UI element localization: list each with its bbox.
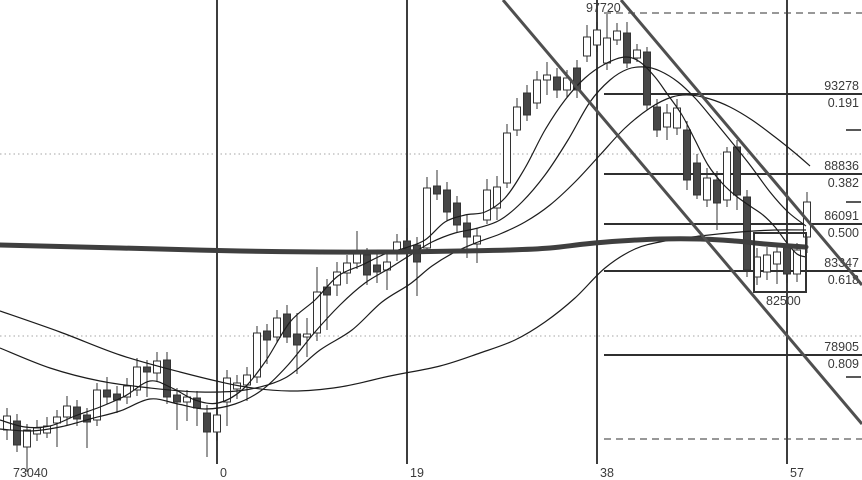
x-axis-label: 57 <box>790 466 804 480</box>
candle-down <box>743 196 751 271</box>
candle-down <box>163 359 171 398</box>
candle-up <box>423 187 431 249</box>
candle-up <box>763 254 771 273</box>
fib-ratio-label: 0.500 <box>828 226 859 240</box>
candle-up <box>273 317 281 338</box>
ma-slow-line <box>0 94 811 393</box>
candle-down <box>443 189 451 213</box>
candle-down <box>363 254 371 276</box>
candle-down <box>433 185 441 195</box>
candle-down <box>733 146 741 196</box>
candle-down <box>713 179 721 204</box>
x-axis-label: 73040 <box>13 466 48 480</box>
candle-down <box>553 76 561 91</box>
range-box <box>753 232 807 293</box>
range-box-price-label: 82500 <box>766 294 801 308</box>
candle-up <box>533 79 541 104</box>
fib-ratio-label: 0.382 <box>828 176 859 190</box>
candle-down <box>403 240 411 250</box>
candle-down <box>643 51 651 106</box>
fib-price-label: 93278 <box>824 79 859 93</box>
candle-down <box>13 420 21 446</box>
fib-ratio-label: 0.809 <box>828 357 859 371</box>
candle-up <box>93 389 101 421</box>
candle-down <box>143 366 151 373</box>
candle-up <box>483 189 491 221</box>
candle-up <box>773 251 781 265</box>
candle-down <box>453 202 461 226</box>
candle-down <box>203 412 211 433</box>
x-axis-label: 0 <box>220 466 227 480</box>
candle-up <box>123 385 131 398</box>
candle-up <box>493 186 501 209</box>
candle-up <box>593 29 601 46</box>
candle-up <box>243 374 251 386</box>
candle-up <box>603 37 611 64</box>
candle-up <box>253 332 261 378</box>
fib-price-label: 86091 <box>824 209 859 223</box>
candle-down <box>73 406 81 420</box>
candle-up <box>23 429 31 448</box>
candle-down <box>173 394 181 403</box>
candle-up <box>133 366 141 391</box>
candle-down <box>693 162 701 196</box>
candle-up <box>563 77 571 91</box>
candle-down <box>683 129 691 181</box>
candle-up <box>313 291 321 334</box>
candle-up <box>583 36 591 57</box>
candle-up <box>633 49 641 59</box>
fib-price-label: 78905 <box>824 340 859 354</box>
candle-up <box>333 271 341 286</box>
candle-up <box>343 262 351 274</box>
candle-up <box>793 249 801 275</box>
candle-down <box>623 32 631 64</box>
candle-down <box>263 330 271 341</box>
candle-up <box>53 416 61 424</box>
candle-down <box>573 67 581 91</box>
candle-down <box>323 286 331 296</box>
candle-down <box>293 333 301 346</box>
x-axis-label: 38 <box>600 466 614 480</box>
candle-down <box>523 92 531 116</box>
candle-up <box>503 132 511 184</box>
fib-ratio-label: 0.191 <box>828 96 859 110</box>
fib-ratio-label: 0.618 <box>828 273 859 287</box>
ma-long-thick-line <box>0 236 809 255</box>
candle-up <box>213 414 221 433</box>
x-axis-label: 19 <box>410 466 424 480</box>
candle-down <box>783 244 791 275</box>
candle-up <box>63 405 71 418</box>
candle-down <box>103 389 111 398</box>
candle-up <box>303 333 311 338</box>
candle-up <box>543 74 551 81</box>
peak-price-label: 97720 <box>586 1 621 15</box>
candle-up <box>183 396 191 403</box>
candle-up <box>703 177 711 201</box>
candle-up <box>663 112 671 128</box>
candle-up <box>473 235 481 245</box>
channel-trendline-1 <box>501 0 862 425</box>
candle-up <box>613 30 621 41</box>
candle-down <box>653 106 661 131</box>
candle-up <box>513 106 521 131</box>
candle-down <box>373 264 381 273</box>
ma-fast-line <box>0 56 807 429</box>
candle-up <box>723 151 731 201</box>
candle-up <box>223 377 231 403</box>
fib-price-label: 88836 <box>824 159 859 173</box>
ma-medium-line <box>0 66 807 432</box>
channel-trendline-2 <box>619 0 862 286</box>
